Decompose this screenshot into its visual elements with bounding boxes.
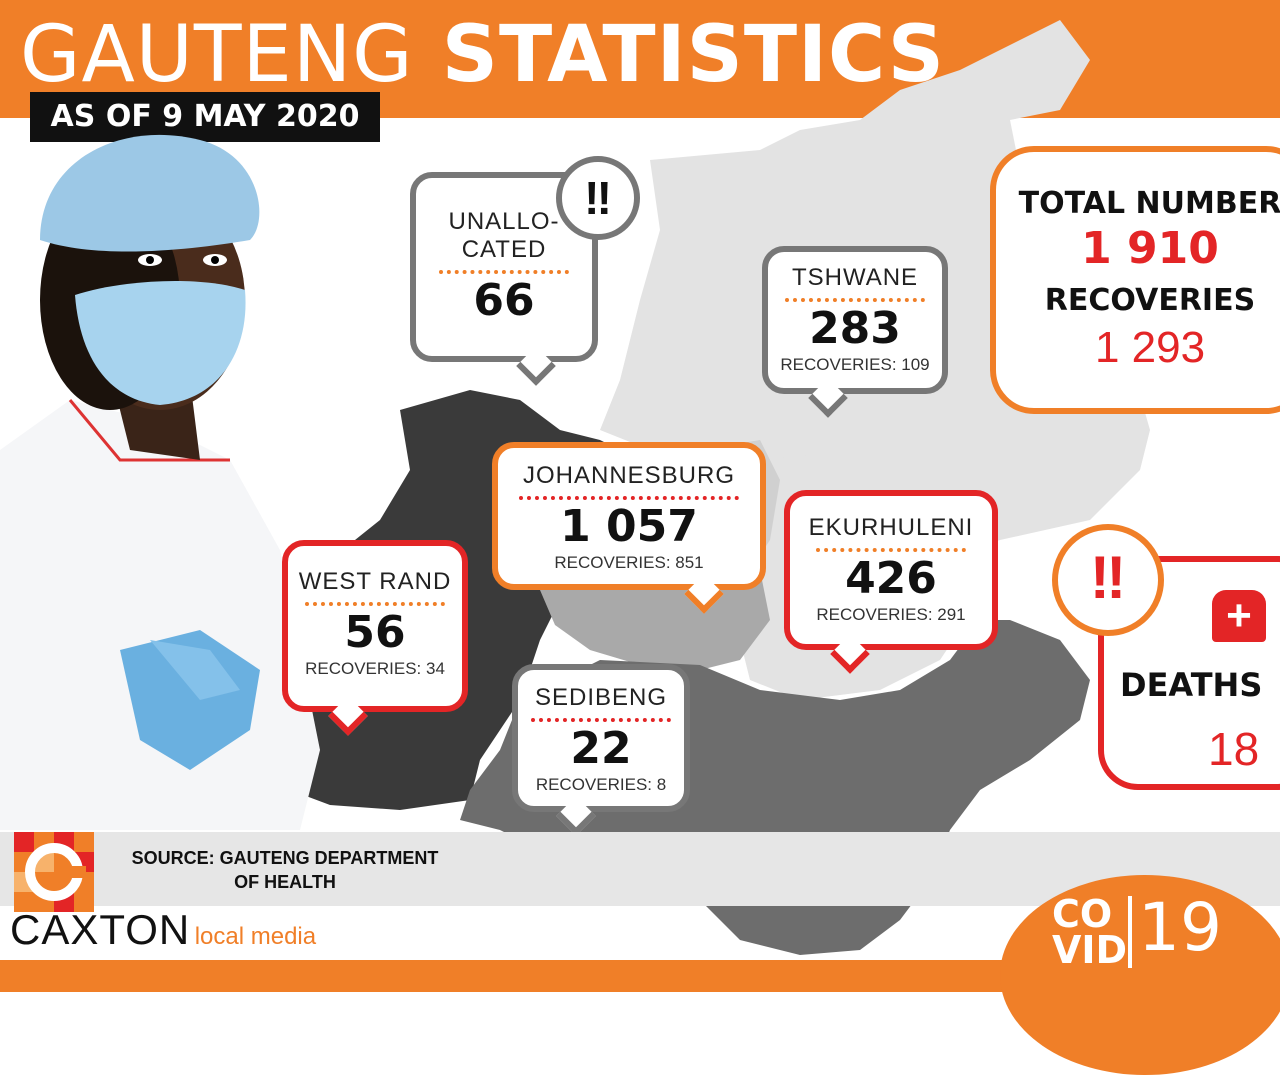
recoveries-text: RECOVERIES: 8 xyxy=(535,775,667,794)
covid-text: CO VID xyxy=(1052,892,1128,972)
deaths-value: 18 xyxy=(1208,723,1260,775)
dotted-divider xyxy=(531,718,671,722)
case-count: 56 xyxy=(344,607,406,658)
exclamation-icon-red: ‼ xyxy=(1052,524,1164,636)
total-label: TOTAL NUMBER xyxy=(1018,186,1280,221)
exclamation-icon: ‼ xyxy=(556,156,640,240)
region-name: TSHWANE xyxy=(791,264,919,291)
dotted-divider xyxy=(519,496,739,500)
source-line-2: OF HEALTH xyxy=(234,872,336,892)
covid-19: 19 xyxy=(1138,889,1222,966)
hospital-cross-icon: + xyxy=(1212,590,1266,642)
brand-name: CAXTON xyxy=(10,906,191,953)
region-name: JOHANNESBURG xyxy=(522,462,736,489)
recoveries-text: RECOVERIES: 109 xyxy=(780,355,930,374)
covid-vid: VID xyxy=(1052,928,1128,972)
recoveries-label: RECOVERIES xyxy=(1044,283,1256,318)
source-text: SOURCE: GAUTENG DEPARTMENT OF HEALTH xyxy=(110,846,460,894)
title-light: GAUTENG xyxy=(20,10,414,100)
date-badge: AS OF 9 MAY 2020 xyxy=(30,92,380,142)
brand-tagline: local media xyxy=(194,923,317,950)
region-name-2: CATED xyxy=(461,236,547,263)
page-title: GAUTENG STATISTICS xyxy=(20,10,945,100)
region-card-johannesburg: JOHANNESBURG 1 057 RECOVERIES: 851 xyxy=(492,442,766,590)
deaths-label: DEATHS xyxy=(1120,666,1263,704)
case-count: 66 xyxy=(473,275,535,326)
region-name: SEDIBENG xyxy=(534,684,668,711)
recoveries-text: RECOVERIES: 34 xyxy=(305,659,445,678)
region-card-ekurhuleni: EKURHULENI 426 RECOVERIES: 291 xyxy=(784,490,998,650)
region-name: EKURHULENI xyxy=(808,514,974,541)
dotted-divider xyxy=(439,270,569,274)
dotted-divider xyxy=(816,548,966,552)
recoveries-value: 1 293 xyxy=(1094,323,1206,372)
dotted-divider xyxy=(785,298,925,302)
source-line-1: SOURCE: GAUTENG DEPARTMENT xyxy=(131,848,439,868)
recoveries-text: RECOVERIES: 851 xyxy=(554,553,704,572)
region-name: WEST RAND xyxy=(298,568,452,595)
region-card-sedibeng: SEDIBENG 22 RECOVERIES: 8 xyxy=(512,664,690,812)
case-count: 1 057 xyxy=(560,501,698,552)
dotted-divider xyxy=(305,602,445,606)
total-value: 1 910 xyxy=(1081,223,1219,274)
covid-divider xyxy=(1128,896,1132,968)
region-card-tshwane: TSHWANE 283 RECOVERIES: 109 xyxy=(762,246,948,394)
covid-co: CO xyxy=(1052,892,1113,936)
case-count: 22 xyxy=(570,723,632,774)
title-bold: STATISTICS xyxy=(441,10,945,100)
caxton-logo-icon xyxy=(14,832,94,912)
case-count: 426 xyxy=(845,553,937,604)
caxton-brand: CAXTON local media xyxy=(10,906,316,954)
nurse-illustration xyxy=(0,134,320,830)
case-count: 283 xyxy=(809,303,901,354)
total-card: TOTAL NUMBER 1 910 RECOVERIES 1 293 xyxy=(990,146,1280,414)
region-name: UNALLO- xyxy=(448,208,560,235)
region-card-west-rand: WEST RAND 56 RECOVERIES: 34 xyxy=(282,540,468,712)
recoveries-text: RECOVERIES: 291 xyxy=(816,605,966,624)
